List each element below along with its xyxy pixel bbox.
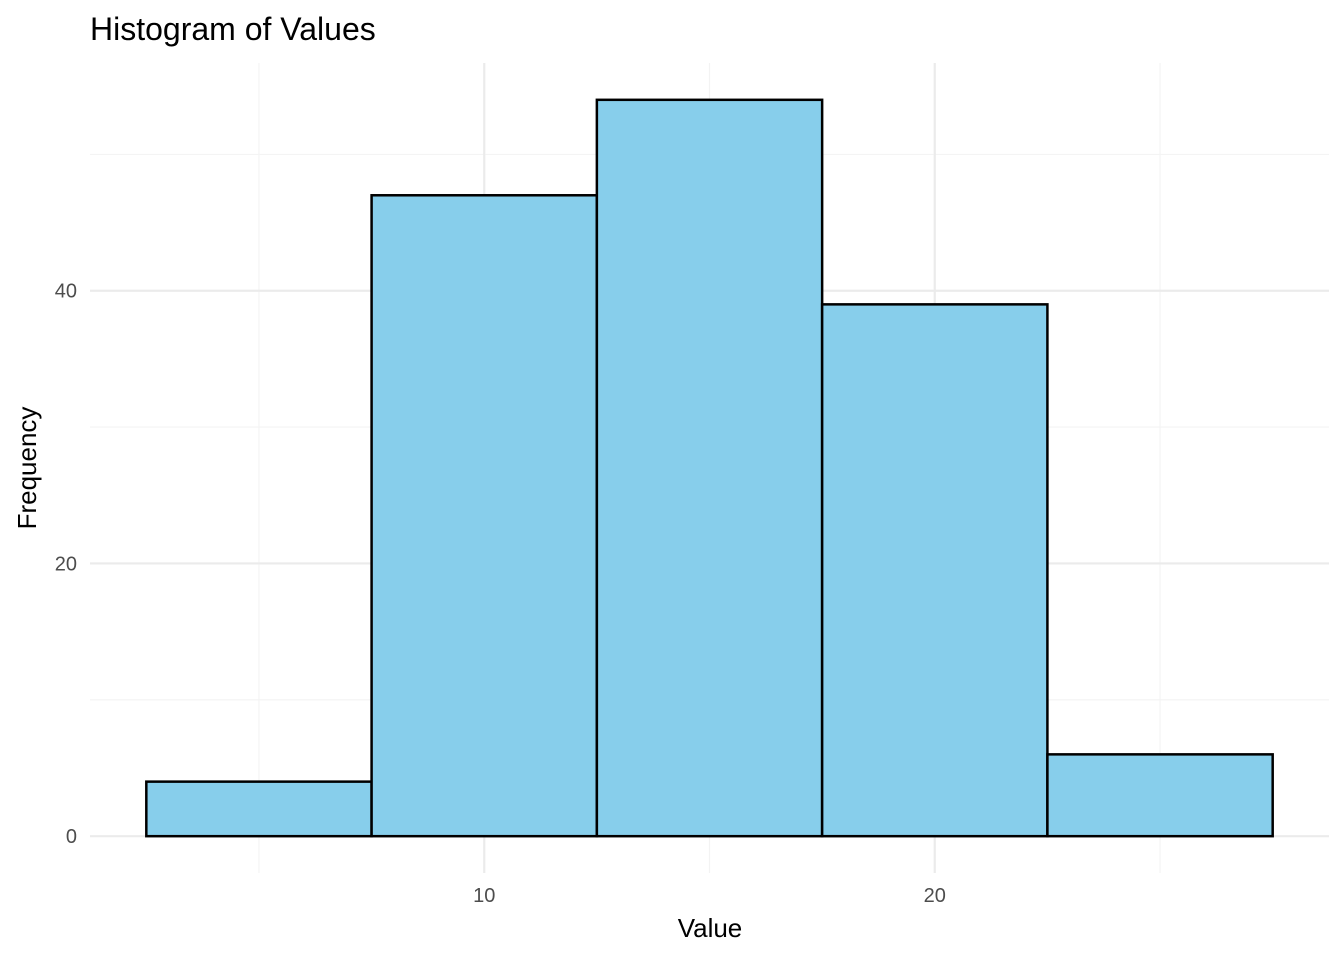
y-tick-label: 0: [66, 826, 77, 848]
x-tick-label: 20: [924, 885, 946, 907]
x-tick-labels: 10 20: [473, 885, 946, 907]
y-tick-label: 40: [55, 281, 77, 303]
histogram-bar: [145, 780, 373, 838]
x-axis-title: Value: [678, 913, 743, 943]
y-tick-label: 20: [55, 553, 77, 575]
histogram-bar: [595, 98, 824, 838]
histogram-bar: [820, 303, 1049, 838]
x-tick-label: 10: [473, 885, 495, 907]
histogram-bar: [370, 194, 599, 838]
bars: [145, 98, 1274, 838]
chart-title: Histogram of Values: [90, 11, 376, 47]
y-tick-labels: 0 20 40: [55, 281, 77, 848]
y-axis-title: Frequency: [12, 407, 42, 530]
histogram-bar: [1046, 753, 1274, 838]
